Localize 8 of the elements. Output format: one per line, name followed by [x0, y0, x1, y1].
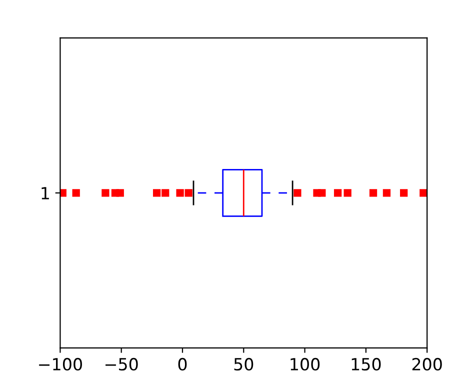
x-tick-label: −50 [106, 358, 138, 371]
x-tick-label: 50 [234, 358, 254, 371]
x-tick-label: 150 [352, 358, 381, 371]
x-tick-label: 200 [412, 358, 442, 371]
x-tick-label: 100 [290, 358, 320, 371]
y-tick-label: 1 [42, 187, 49, 200]
x-tick-label: 0 [178, 358, 187, 371]
x-tick-label: −100 [39, 358, 82, 371]
